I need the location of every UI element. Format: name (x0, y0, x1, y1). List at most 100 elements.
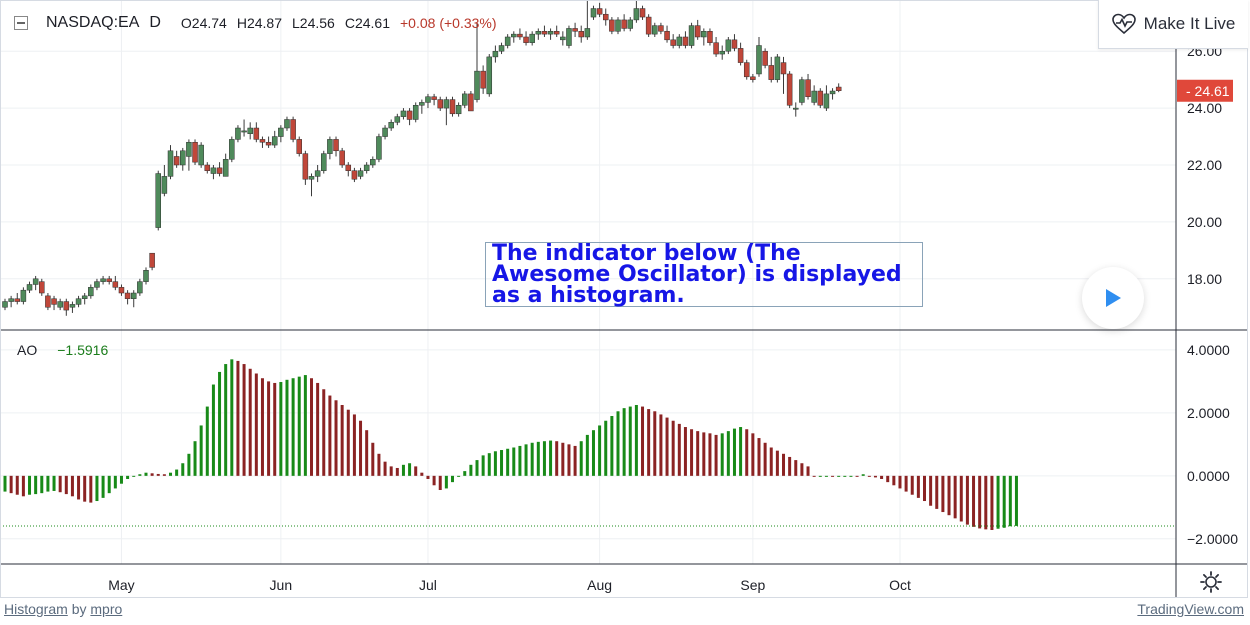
price-tick-label: 22.00 (1187, 157, 1222, 173)
interval[interactable]: D (149, 14, 161, 31)
candle-body (130, 292, 137, 299)
ao-bar (144, 472, 148, 476)
ao-bar (745, 429, 749, 476)
ao-bar (113, 475, 117, 489)
candle-body (32, 278, 39, 285)
candle-body (210, 167, 217, 174)
ao-bar (297, 376, 301, 476)
gear-icon[interactable] (1198, 569, 1224, 595)
x-tick-label: Aug (587, 577, 612, 593)
ao-bar (469, 464, 473, 476)
ao-bar (923, 475, 926, 502)
candle-body (406, 110, 413, 120)
ao-bar (628, 406, 632, 476)
candle (676, 34, 683, 49)
candle-body (743, 62, 750, 78)
tradingview-link[interactable]: TradingView.com (1137, 601, 1244, 617)
candle (253, 122, 260, 143)
candle (517, 28, 523, 40)
candle (94, 278, 100, 291)
ao-tick-label: −2.0000 (1187, 531, 1238, 547)
candle (455, 102, 462, 117)
x-tick-label: Jun (270, 577, 293, 593)
ao-bar (3, 475, 7, 492)
ao-tick-label: 0.0000 (1187, 468, 1230, 484)
candle (658, 22, 664, 35)
ao-bar (769, 447, 773, 476)
ao-bar (9, 475, 13, 494)
footer-author-link[interactable]: mpro (90, 601, 123, 617)
candle-body (321, 153, 327, 171)
make-it-live-button[interactable]: Make It Live (1098, 0, 1248, 49)
candle-body (486, 56, 493, 95)
candle (707, 28, 713, 46)
candle (443, 96, 450, 126)
candle (719, 45, 725, 60)
candle (486, 54, 493, 97)
ao-bar (690, 429, 694, 476)
candle (204, 162, 211, 174)
candle-body (88, 287, 94, 297)
candle-body (498, 45, 505, 52)
ao-bar (984, 475, 988, 530)
candle-body (725, 39, 732, 52)
ao-bar (77, 475, 81, 500)
candle-body (161, 176, 168, 194)
ao-bar (972, 475, 976, 527)
ao-bar (653, 411, 657, 476)
ao-bar (585, 434, 589, 476)
candle (480, 65, 486, 94)
candle-body (835, 86, 842, 92)
candle (400, 108, 407, 120)
ao-bar (622, 408, 626, 476)
candle (222, 153, 229, 177)
ao-bar (316, 382, 320, 476)
candle-body (400, 110, 407, 117)
ao-bar (610, 416, 614, 476)
candle-body (229, 139, 235, 160)
candle (774, 54, 781, 83)
ao-bar (573, 445, 577, 476)
footer-histogram-link[interactable]: Histogram (4, 601, 68, 617)
ao-bar (831, 475, 835, 477)
ao-bar (248, 368, 252, 476)
candle (333, 136, 339, 157)
ao-bar (40, 475, 44, 494)
candle-body (517, 33, 523, 38)
candle-body (167, 150, 174, 177)
ao-tick-label: 2.0000 (1187, 405, 1230, 421)
x-tick-label: Oct (889, 577, 911, 593)
ao-bar (524, 444, 528, 476)
candle (743, 59, 750, 80)
play-button[interactable] (1082, 267, 1144, 329)
candle (504, 34, 511, 49)
ao-bar (414, 466, 418, 476)
candle (26, 281, 33, 294)
candle-body (198, 144, 204, 166)
ao-bar (162, 474, 166, 476)
candle-body (149, 252, 155, 268)
candle (793, 102, 799, 117)
candle-body (265, 141, 272, 146)
candle (560, 31, 566, 46)
collapse-icon[interactable] (14, 16, 28, 30)
candle (124, 290, 131, 305)
candle (737, 42, 744, 66)
symbol-name[interactable]: NASDAQ:EA (46, 14, 140, 31)
candle-body (204, 164, 211, 171)
candle-body (2, 301, 8, 308)
ao-bar (794, 460, 798, 476)
footer-credit: Histogram by mpro (4, 601, 122, 617)
candle-body (363, 164, 370, 171)
candle-body (480, 70, 486, 89)
candle-body (523, 36, 529, 43)
candle (376, 133, 382, 163)
candle-body (572, 28, 578, 32)
candle-body (455, 105, 462, 115)
candle-body (799, 79, 805, 103)
last-price-label: - 24.61 (1186, 83, 1230, 99)
candle (511, 31, 517, 43)
candle (602, 8, 609, 26)
ao-bar (990, 475, 994, 530)
